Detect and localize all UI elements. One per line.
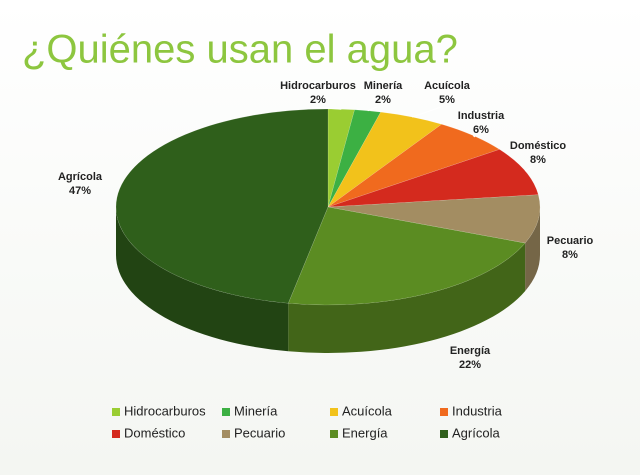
slice-label: Energía [450, 345, 491, 357]
legend-label: Hidrocarburos [124, 403, 206, 418]
legend-swatch [330, 430, 338, 438]
legend-swatch [222, 430, 230, 438]
legend-swatch [112, 408, 120, 416]
slice-label: Minería [364, 80, 403, 92]
legend-swatch [112, 430, 120, 438]
value-label: 8% [562, 249, 578, 261]
slice-label: Hidrocarburos [280, 80, 356, 92]
slice [327, 108, 355, 208]
legend-label: Agrícola [452, 425, 500, 440]
legend-label: Industria [452, 403, 503, 418]
slice-side [288, 243, 526, 354]
slice-label: Acuícola [424, 80, 471, 92]
slice-side [116, 207, 289, 352]
slice [327, 149, 539, 208]
slice [327, 109, 382, 208]
slice [327, 123, 501, 208]
slice [115, 108, 329, 304]
legend-label: Pecuario [234, 425, 285, 440]
slice-side [525, 207, 540, 292]
slice-label: Agrícola [58, 171, 103, 183]
legend-label: Energía [342, 425, 388, 440]
value-label: 5% [439, 94, 455, 106]
slice [287, 206, 526, 306]
legend-swatch [330, 408, 338, 416]
legend-swatch [440, 430, 448, 438]
value-label: 22% [459, 359, 481, 371]
value-label: 8% [530, 154, 546, 166]
slice-label: Industria [458, 110, 505, 122]
chart-title: ¿Quiénes usan el agua? [22, 28, 458, 72]
slice-label: Doméstico [510, 140, 567, 152]
leader-line [524, 166, 533, 172]
leader-line [367, 106, 378, 112]
legend-label: Doméstico [124, 425, 185, 440]
legend-swatch [222, 408, 230, 416]
leader-line [412, 106, 442, 118]
value-label: 6% [473, 124, 489, 136]
legend-label: Minería [234, 403, 278, 418]
value-label: 47% [69, 185, 91, 197]
leader-line [472, 135, 476, 138]
slice [327, 194, 541, 244]
value-label: 2% [375, 94, 391, 106]
legend-label: Acuícola [342, 403, 393, 418]
slice [327, 111, 443, 208]
leader-line [311, 106, 342, 110]
slice-label: Pecuario [547, 235, 594, 247]
value-label: 2% [310, 94, 326, 106]
legend-swatch [440, 408, 448, 416]
